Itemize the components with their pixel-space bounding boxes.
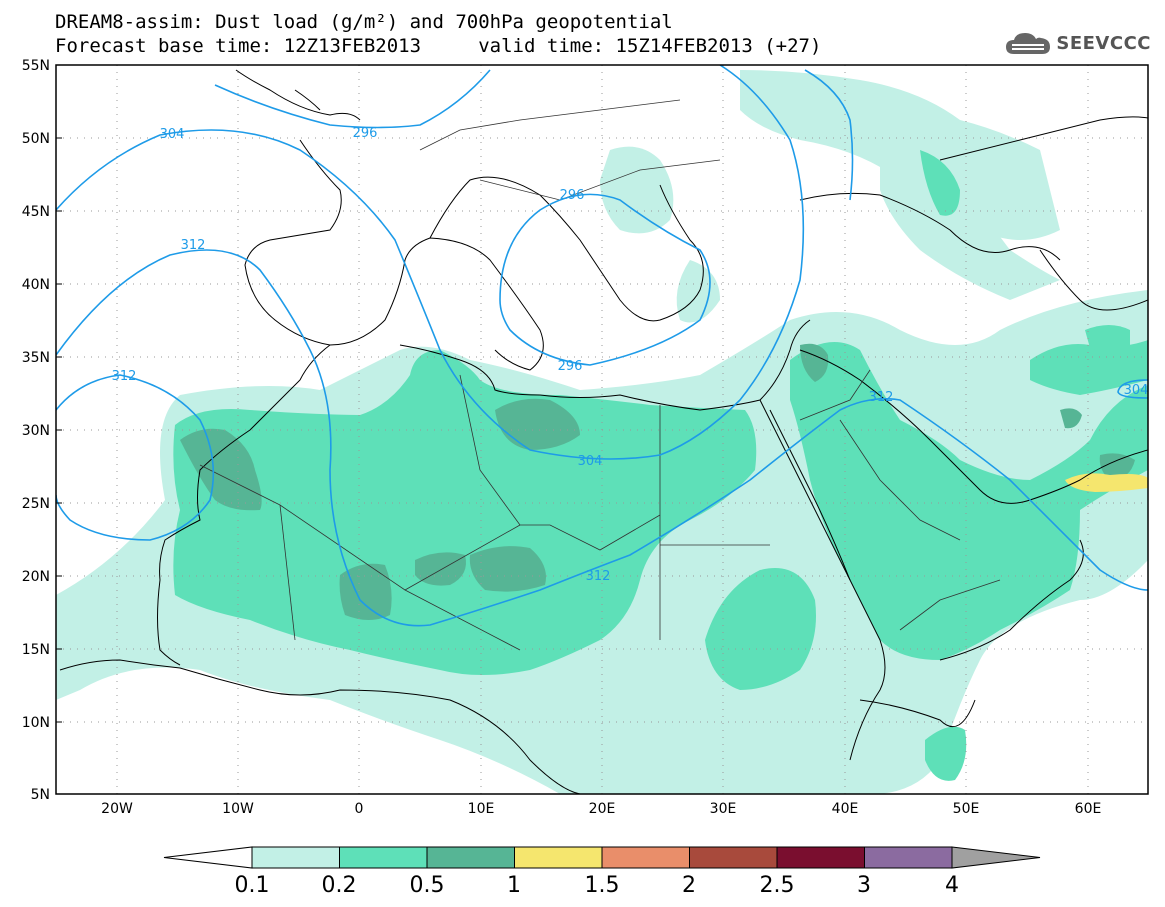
contour-label: 304 — [160, 127, 185, 142]
lat-label: 40N — [22, 277, 50, 293]
lat-label: 45N — [22, 204, 50, 220]
colorbar-swatch — [514, 846, 603, 869]
colorbar-swatch — [251, 846, 340, 869]
cloud-icon — [1006, 33, 1051, 54]
lon-label: 30E — [710, 801, 737, 817]
lat-labels: 55N 50N 45N 40N 35N 30N 25N 20N 15N 10N … — [22, 58, 50, 803]
contour-label: 312 — [112, 369, 137, 384]
dust-shade-peak — [1065, 473, 1148, 492]
colorbar-labels: 0.1 0.2 0.5 1 1.5 2 2.5 3 4 — [235, 873, 960, 898]
contour-labels: 304 296 296 312 312 296 304 312 312 304 — [112, 126, 1149, 584]
lat-label: 30N — [22, 423, 50, 439]
lat-label: 55N — [22, 58, 50, 74]
colorbar-label: 3 — [857, 873, 871, 898]
geopotential-contours — [56, 65, 1148, 627]
colorbar-label: 2 — [682, 873, 696, 898]
forecast-times: Forecast base time: 12Z13FEB2013 valid t… — [55, 35, 822, 57]
colorbar-swatch — [339, 846, 428, 869]
lat-label: 15N — [22, 642, 50, 658]
colorbar-swatch — [689, 846, 778, 869]
contour-label: 304 — [1124, 383, 1149, 398]
lat-label: 10N — [22, 715, 50, 731]
lat-ticks — [56, 64, 62, 795]
colorbar-label: 0.1 — [235, 873, 270, 898]
dust-shade-mid — [173, 150, 1148, 781]
colorbar-label: 1.5 — [585, 873, 620, 898]
logo-text: SEEVCCC — [1056, 32, 1151, 54]
contour-label: 296 — [558, 359, 583, 374]
colorbar-label: 1 — [507, 873, 521, 898]
contour-label: 312 — [586, 569, 611, 584]
lon-label: 40E — [832, 801, 859, 817]
colorbar-label: 2.5 — [760, 873, 795, 898]
graticule — [56, 65, 1148, 794]
coastlines — [59, 69, 1148, 794]
lat-label: 5N — [31, 787, 50, 803]
lon-label: 50E — [953, 801, 980, 817]
contour-label: 296 — [560, 188, 585, 203]
lon-label: 0 — [355, 801, 364, 817]
colorbar — [163, 846, 1041, 869]
map-title: DREAM8-assim: Dust load (g/m²) and 700hP… — [55, 11, 673, 33]
colorbar-swatch — [426, 846, 515, 869]
contour-label: 312 — [869, 390, 894, 405]
lat-label: 25N — [22, 496, 50, 512]
colorbar-swatch — [601, 846, 690, 869]
borders — [199, 99, 1001, 651]
lat-label: 20N — [22, 569, 50, 585]
dust-field — [56, 65, 1148, 794]
lat-label: 50N — [22, 131, 50, 147]
contour-label: 304 — [578, 454, 603, 469]
lon-label: 20E — [589, 801, 616, 817]
lon-label: 10W — [222, 801, 254, 817]
contour-label: 312 — [181, 238, 206, 253]
colorbar-label: 4 — [945, 873, 959, 898]
lon-label: 20W — [101, 801, 133, 817]
colorbar-tip-low — [163, 846, 253, 869]
lon-label: 10E — [468, 801, 495, 817]
colorbar-label: 0.2 — [322, 873, 357, 898]
lon-labels: 20W 10W 0 10E 20E 30E 40E 50E 60E — [101, 801, 1101, 817]
colorbar-tip-high — [951, 846, 1041, 869]
seevccc-logo: SEEVCCC — [1004, 30, 1151, 56]
colorbar-label: 0.5 — [410, 873, 445, 898]
lon-label: 60E — [1075, 801, 1102, 817]
colorbar-swatch — [864, 846, 953, 869]
colorbar-swatch — [776, 846, 865, 869]
lat-label: 35N — [22, 350, 50, 366]
dust-shade-high — [180, 343, 1135, 620]
contour-label: 296 — [353, 126, 378, 141]
